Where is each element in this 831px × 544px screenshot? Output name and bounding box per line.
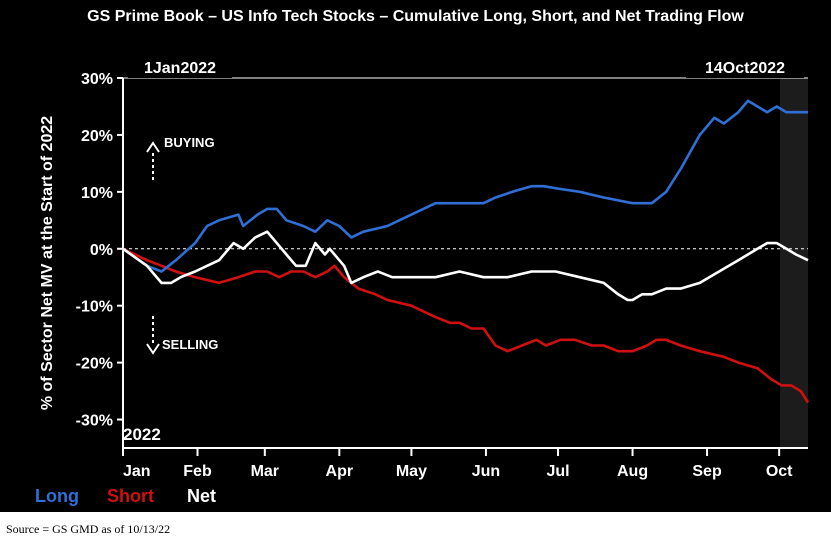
year-label: 2022 — [123, 425, 161, 444]
x-tick-label: Feb — [183, 463, 212, 480]
x-tick-label: Mar — [251, 463, 279, 480]
range-start-label: 1Jan2022 — [144, 60, 216, 77]
range-end-box — [686, 56, 804, 78]
y-tick-label: 0% — [90, 242, 113, 259]
x-tick-label: Jan — [123, 463, 151, 480]
y-tick-label: -30% — [76, 413, 113, 430]
selling-annotation: SELLING — [162, 337, 218, 352]
range-start-box — [128, 56, 232, 78]
y-tick-label: -20% — [76, 356, 113, 373]
recent-period-shading — [780, 78, 808, 448]
y-tick-label: 30% — [81, 71, 113, 88]
legend-long: Long — [35, 486, 79, 506]
source-note: Source = GS GMD as of 10/13/22 — [6, 522, 171, 536]
y-tick-label: 10% — [81, 185, 113, 202]
legend-net: Net — [187, 486, 216, 506]
x-tick-label: Sep — [692, 463, 722, 480]
buying-annotation: BUYING — [164, 135, 215, 150]
y-tick-label: 20% — [81, 128, 113, 145]
selling-arrow-icon — [146, 343, 160, 355]
series-line-short — [122, 247, 810, 404]
series-line-long — [122, 99, 808, 273]
series-line-net — [122, 230, 809, 302]
line-chart: 30% 20% 10% 0% -10% -20% -30% Jan Feb Mar Apr May Ju… — [35, 56, 810, 506]
buying-arrow-icon — [146, 141, 160, 153]
y-axis-label: % of Sector Net MV at the Start of 2022 — [39, 116, 56, 410]
x-tick-label: Jun — [472, 463, 500, 480]
range-end-label: 14Oct2022 — [705, 60, 785, 77]
legend-short: Short — [107, 486, 154, 506]
x-tick-label: Apr — [326, 463, 354, 480]
x-tick-label: May — [396, 463, 427, 480]
x-tick-label: Oct — [766, 463, 793, 480]
chart-title: GS Prime Book – US Info Tech Stocks – Cu… — [87, 8, 744, 25]
y-tick-label: -10% — [76, 299, 113, 316]
x-tick-label: Jul — [546, 463, 569, 480]
x-tick-label: Aug — [617, 463, 648, 480]
